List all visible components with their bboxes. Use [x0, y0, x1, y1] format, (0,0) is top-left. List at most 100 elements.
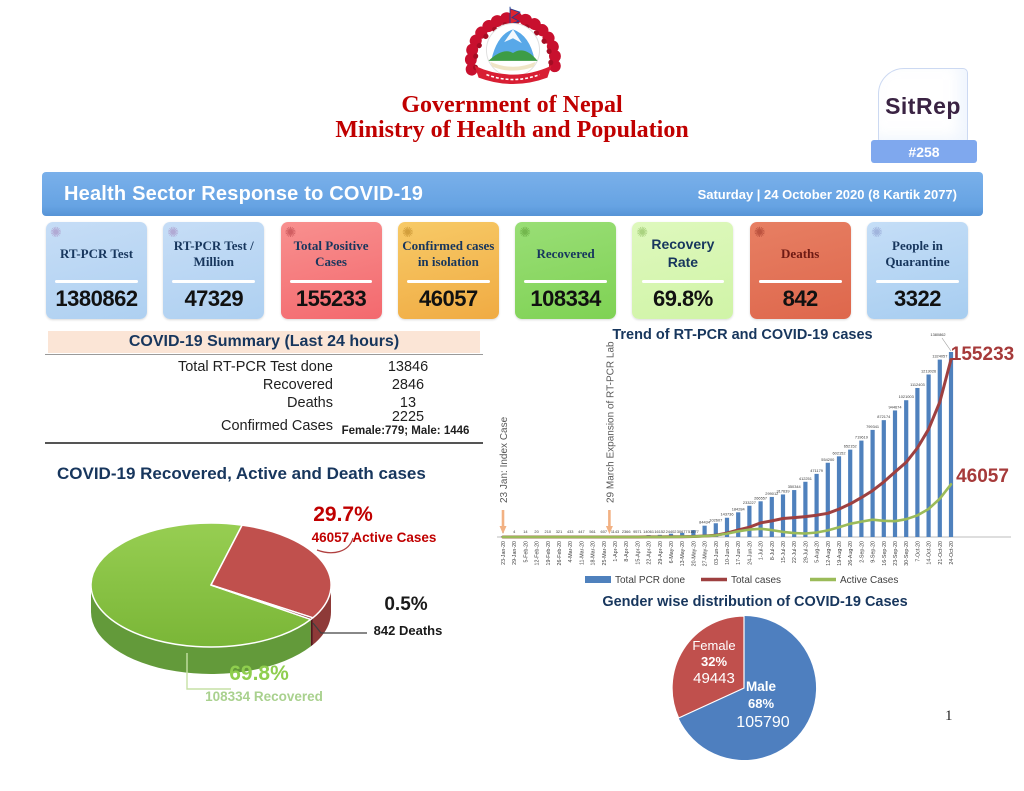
svg-text:350344: 350344	[788, 484, 802, 489]
trend-end-label-total-cases: 155233	[950, 344, 1015, 365]
government-title: Government of Nepal	[401, 92, 623, 118]
svg-text:2366: 2366	[622, 529, 631, 534]
gender-female-label: Female	[692, 638, 736, 653]
svg-text:51677: 51677	[688, 529, 699, 534]
svg-text:16152: 16152	[654, 529, 665, 534]
svg-text:13-May-20: 13-May-20	[680, 541, 686, 566]
svg-text:22-Apr-20: 22-Apr-20	[647, 541, 653, 565]
svg-text:23-Sep-20: 23-Sep-20	[893, 541, 899, 566]
card-divider	[641, 280, 725, 283]
banner-date: Saturday | 24 October 2020 (8 Kartik 207…	[697, 186, 957, 202]
card-divider	[172, 280, 256, 283]
svg-text:30-Sep-20: 30-Sep-20	[904, 541, 910, 566]
svg-text:14: 14	[523, 529, 528, 534]
svg-text:15-Apr-20: 15-Apr-20	[635, 541, 641, 565]
svg-text:2-Sep-20: 2-Sep-20	[859, 541, 865, 563]
card-divider	[55, 280, 138, 283]
gender-female-pct: 32%	[700, 654, 728, 669]
svg-text:29-Jan-20: 29-Jan-20	[512, 541, 518, 565]
stat-card-title: RT-PCR Test / Million	[173, 237, 254, 269]
trend-end-label-active-cases: 46057	[956, 466, 1009, 487]
svg-text:6-May-20: 6-May-20	[669, 541, 675, 563]
stat-card-title: People in Quarantine	[885, 237, 950, 269]
svg-text:14-Oct-20: 14-Oct-20	[927, 541, 933, 565]
svg-text:8-Apr-20: 8-Apr-20	[624, 541, 630, 562]
svg-text:4-Mar-20: 4-Mar-20	[568, 541, 574, 563]
pie-chart-title: COVID-19 Recovered, Active and Death cas…	[57, 464, 426, 483]
recovered-active-death-pie-chart	[90, 522, 367, 690]
svg-text:23-Jan-20: 23-Jan-20	[501, 541, 507, 565]
stat-card-value: 1380862	[55, 286, 138, 311]
svg-text:7-Oct-20: 7-Oct-20	[915, 541, 921, 562]
page-number: 1	[945, 708, 953, 724]
svg-text:317639: 317639	[777, 488, 790, 493]
svg-text:433: 433	[567, 529, 574, 534]
stat-card-deaths: ✺ Deaths 842	[749, 222, 851, 319]
svg-text:27-May-20: 27-May-20	[703, 541, 709, 566]
gender-pie-chart	[671, 615, 817, 760]
stat-card-title: Confirmed cases in isolation	[402, 237, 495, 269]
stat-card-isolation: ✺ Confirmed cases in isolation 46057	[397, 222, 499, 319]
svg-text:21-Oct-20: 21-Oct-20	[938, 541, 944, 565]
pie-label-deaths-pct: 0.5%	[384, 594, 428, 615]
virus-icon: ✺	[519, 224, 531, 240]
stat-card-value: 842	[782, 286, 819, 311]
stat-card-title: Total Positive Cases	[293, 237, 369, 269]
svg-text:84434: 84434	[699, 520, 711, 525]
svg-text:1143: 1143	[611, 529, 619, 534]
svg-text:143736: 143736	[721, 512, 734, 517]
summary-row: Deaths 13	[287, 395, 417, 411]
svg-text:24-Oct-20: 24-Oct-20	[949, 541, 955, 565]
svg-text:554200: 554200	[821, 457, 835, 462]
svg-text:24402: 24402	[666, 529, 677, 534]
svg-text:607: 607	[601, 529, 608, 534]
svg-text:1380862: 1380862	[930, 332, 945, 337]
virus-icon: ✺	[167, 224, 180, 240]
gender-male-label: Male	[745, 679, 776, 694]
svg-text:29-Apr-20: 29-Apr-20	[658, 541, 664, 565]
svg-text:11-Mar-20: 11-Mar-20	[579, 541, 585, 565]
stat-card-title: Recovered	[536, 245, 595, 261]
covid-summary-table: COVID-19 Summary (Last 24 hours) Total R…	[45, 331, 483, 444]
svg-text:10-Jun-20: 10-Jun-20	[725, 541, 731, 565]
svg-text:233227: 233227	[743, 500, 756, 505]
stat-card-rtpcr-per-million: ✺ RT-PCR Test / Million 47329	[163, 222, 265, 319]
svg-text:20-May-20: 20-May-20	[691, 541, 697, 566]
sitrep-number-badge: #258	[871, 140, 977, 163]
svg-text:16-Sep-20: 16-Sep-20	[882, 541, 888, 566]
svg-text:1324057: 1324057	[932, 354, 947, 359]
svg-text:944674: 944674	[889, 404, 903, 409]
stat-card-value: 155233	[295, 286, 367, 311]
stat-card-title: RT-PCR Test	[59, 245, 134, 261]
svg-text:03-Jun-20: 03-Jun-20	[714, 541, 720, 565]
svg-text:602152: 602152	[833, 450, 846, 455]
trend-chart-title: Trend of RT-PCR and COVID-19 cases	[612, 327, 873, 343]
svg-text:14061: 14061	[643, 529, 654, 534]
summary-gender-split: Female:779; Male: 1446	[341, 425, 470, 437]
svg-text:29 March Expansion of RT-PCR L: 29 March Expansion of RT-PCR Lab	[605, 341, 616, 503]
svg-text:24-Jun-20: 24-Jun-20	[747, 541, 753, 565]
pie-label-active-text: 46057 Active Cases	[311, 530, 437, 545]
svg-text:719619: 719619	[855, 435, 868, 440]
svg-text:210: 210	[545, 529, 552, 534]
svg-text:321: 321	[556, 529, 563, 534]
gender-male-value: 105790	[736, 714, 790, 731]
svg-text:561: 561	[589, 529, 596, 534]
svg-text:872174: 872174	[877, 414, 891, 419]
stat-cards-row: ✺ RT-PCR Test 1380862 ✺ RT-PCR Test / Mi…	[46, 222, 968, 319]
summary-row: Recovered 2846	[262, 377, 425, 393]
svg-text:266557: 266557	[754, 495, 767, 500]
card-divider	[406, 280, 490, 283]
svg-text:19-Feb-20: 19-Feb-20	[546, 541, 552, 565]
sitrep-badge: SitRep	[878, 68, 968, 144]
svg-text:20: 20	[534, 529, 539, 534]
stat-card-value: 47329	[184, 286, 244, 311]
stat-card-value: 46057	[419, 286, 478, 311]
virus-icon: ✺	[870, 224, 883, 240]
svg-text:29-Jul-20: 29-Jul-20	[803, 541, 809, 563]
svg-text:19-Aug-20: 19-Aug-20	[837, 541, 843, 566]
card-divider	[524, 280, 608, 283]
svg-text:5-Feb-20: 5-Feb-20	[523, 541, 529, 563]
svg-text:25-Mar-20: 25-Mar-20	[602, 541, 608, 565]
svg-text:23 Jan: Index Case: 23 Jan: Index Case	[499, 416, 510, 503]
